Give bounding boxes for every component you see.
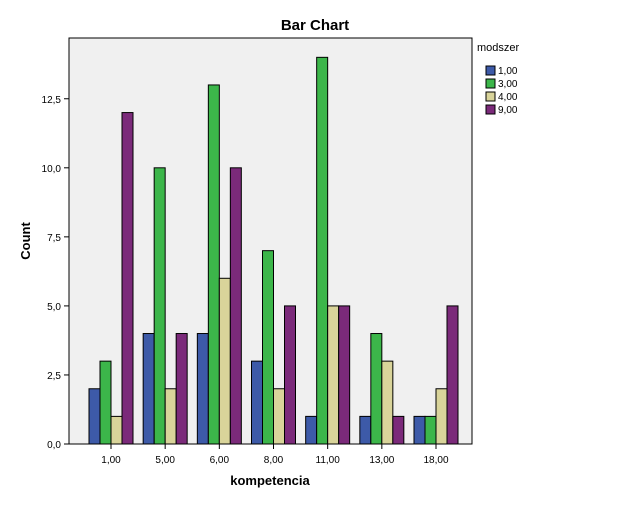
x-tick-label: 6,00 — [210, 455, 230, 466]
legend: modszer 1,00 3,00 4,00 9,00 — [477, 42, 520, 116]
bar-6-00-series-3-00 — [207, 84, 220, 445]
y-tick-label: 7,5 — [47, 233, 61, 244]
bar-18-00-series-9-00 — [446, 305, 459, 445]
chart-title: Bar Chart — [281, 17, 349, 34]
x-axis: 1,00 5,00 6,00 8,00 11,00 13,00 18,00 — [101, 444, 449, 466]
legend-label: 9,00 — [498, 105, 518, 116]
y-axis-title: Count — [18, 222, 33, 260]
y-tick-label: 12,5 — [42, 95, 62, 106]
bar-8-00-series-4-00 — [273, 388, 285, 445]
y-axis: 0,0 2,5 5,0 7,5 10,0 12,5 — [42, 95, 69, 451]
bar-18-00-series-1-00 — [413, 415, 426, 445]
bar-13-00-series-1-00 — [359, 415, 372, 445]
legend-title: modszer — [477, 42, 520, 54]
x-tick-label: 1,00 — [101, 455, 121, 466]
bar-13-00-series-9-00 — [392, 415, 405, 445]
bar-5-00-series-9-00 — [175, 333, 188, 445]
x-axis-title: kompetencia — [230, 473, 310, 488]
bar-1-00-series-3-00 — [99, 360, 112, 445]
bar-11-00-series-4-00 — [327, 305, 340, 445]
bar-13-00-series-4-00 — [381, 360, 394, 445]
bar-1-00-series-1-00 — [88, 388, 101, 445]
y-tick-label: 0,0 — [47, 440, 61, 451]
legend-label: 1,00 — [498, 66, 518, 77]
x-tick-label: 8,00 — [264, 455, 284, 466]
legend-swatch — [485, 104, 496, 115]
legend-label: 4,00 — [498, 92, 518, 103]
bar-18-00-series-4-00 — [435, 388, 448, 445]
y-tick-label: 2,5 — [47, 371, 61, 382]
x-tick-label: 13,00 — [369, 455, 394, 466]
bar-6-00-series-4-00 — [218, 277, 231, 445]
y-tick-label: 5,0 — [47, 302, 61, 313]
bars-group — [88, 56, 459, 445]
y-tick-label: 10,0 — [42, 164, 62, 175]
legend-swatch — [485, 78, 496, 89]
bar-1-00-series-9-00 — [121, 112, 134, 445]
bar-8-00-series-3-00 — [262, 250, 274, 445]
bar-11-00-series-3-00 — [316, 56, 329, 445]
bar-5-00-series-1-00 — [142, 333, 155, 445]
bar-5-00-series-4-00 — [164, 388, 177, 445]
bar-11-00-series-9-00 — [338, 305, 351, 445]
legend-swatch — [485, 91, 496, 102]
x-tick-label: 11,00 — [316, 455, 341, 466]
bar-1-00-series-4-00 — [110, 415, 123, 445]
bar-18-00-series-3-00 — [424, 415, 437, 445]
bar-6-00-series-1-00 — [196, 333, 209, 445]
bar-5-00-series-3-00 — [153, 167, 166, 445]
legend-label: 3,00 — [498, 79, 518, 90]
x-tick-label: 18,00 — [423, 455, 448, 466]
bar-11-00-series-1-00 — [305, 415, 318, 445]
bar-13-00-series-3-00 — [370, 333, 383, 445]
legend-swatch — [485, 65, 496, 76]
x-tick-label: 5,00 — [155, 455, 175, 466]
bar-6-00-series-9-00 — [229, 167, 242, 445]
bar-8-00-series-1-00 — [251, 360, 263, 445]
bar-8-00-series-9-00 — [284, 305, 296, 445]
